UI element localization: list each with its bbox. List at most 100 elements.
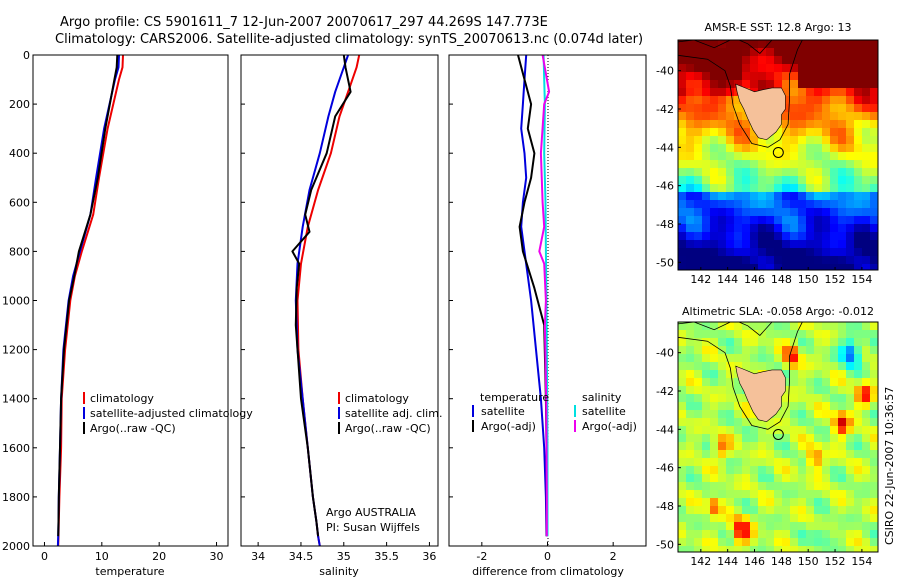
sst-cell bbox=[838, 144, 847, 153]
sst-cell bbox=[782, 144, 791, 153]
sst-cell bbox=[758, 200, 767, 209]
sst-cell bbox=[782, 88, 791, 97]
sla-cell bbox=[870, 426, 878, 435]
sla-cell bbox=[734, 450, 743, 459]
sst-xtick-label: 150 bbox=[798, 273, 819, 286]
sla-cell bbox=[726, 546, 735, 552]
temperature-series-2 bbox=[57, 55, 119, 537]
sla-cell bbox=[678, 426, 687, 435]
sla-cell bbox=[854, 330, 863, 339]
sst-cell bbox=[790, 232, 799, 241]
sla-cell bbox=[814, 354, 823, 363]
sla-cell bbox=[806, 410, 815, 419]
legend-label-sal-argo: Argo(-adj) bbox=[582, 420, 637, 433]
sla-cell bbox=[798, 498, 807, 507]
salinity-xtick-label: 34.5 bbox=[289, 550, 314, 563]
sst-cell bbox=[774, 200, 783, 209]
sst-cell bbox=[830, 168, 839, 177]
sla-cell bbox=[678, 378, 687, 387]
sst-cell bbox=[734, 72, 743, 81]
sla-cell bbox=[678, 322, 687, 331]
sst-cell bbox=[766, 48, 775, 57]
sla-cell bbox=[830, 466, 839, 475]
sla-cell bbox=[774, 522, 783, 531]
sst-cell bbox=[766, 56, 775, 65]
sla-cell bbox=[782, 370, 791, 379]
sla-cell bbox=[790, 458, 799, 467]
sla-cell bbox=[734, 498, 743, 507]
sla-cell bbox=[734, 466, 743, 475]
sst-cell bbox=[710, 208, 719, 217]
sst-cell bbox=[710, 160, 719, 169]
sla-cell bbox=[814, 338, 823, 347]
sst-cell bbox=[774, 64, 783, 73]
sla-cell bbox=[814, 546, 823, 552]
sst-cell bbox=[718, 128, 727, 137]
sla-cell bbox=[774, 458, 783, 467]
sla-cell bbox=[846, 426, 855, 435]
sst-cell bbox=[758, 48, 767, 57]
sla-cell bbox=[822, 506, 831, 515]
sst-cell bbox=[726, 56, 735, 65]
sla-cell bbox=[766, 522, 775, 531]
sst-cell bbox=[758, 168, 767, 177]
sla-cell bbox=[782, 394, 791, 403]
salinity-panel: 34 34.5 35 35.5 36 salinity climatology sate… bbox=[240, 54, 442, 578]
sla-cell bbox=[854, 450, 863, 459]
sst-cell bbox=[822, 160, 831, 169]
sla-cell bbox=[790, 490, 799, 499]
sla-cell bbox=[686, 394, 695, 403]
sst-cell bbox=[766, 232, 775, 241]
sst-cell bbox=[734, 184, 743, 193]
difference-xlabel: difference from climatology bbox=[472, 565, 624, 578]
sst-cell bbox=[790, 200, 799, 209]
sla-cell bbox=[726, 386, 735, 395]
sst-cell bbox=[734, 256, 743, 265]
sst-cell bbox=[790, 240, 799, 249]
sst-cell bbox=[710, 56, 719, 65]
sla-cell bbox=[862, 346, 871, 355]
sla-cell bbox=[686, 466, 695, 475]
sst-cell bbox=[782, 176, 791, 185]
sst-cell bbox=[806, 200, 815, 209]
sla-cell bbox=[862, 522, 871, 531]
sst-cell bbox=[710, 224, 719, 233]
sst-cell bbox=[750, 136, 759, 145]
sst-cell bbox=[862, 152, 871, 161]
sst-cell bbox=[678, 240, 687, 249]
sla-cell bbox=[726, 458, 735, 467]
sst-cell bbox=[750, 200, 759, 209]
sst-cell bbox=[862, 128, 871, 137]
sla-cell bbox=[846, 402, 855, 411]
sst-cell bbox=[830, 112, 839, 121]
legend-label-temp-satellite: satellite bbox=[481, 405, 525, 418]
sla-cell bbox=[854, 322, 863, 331]
sla-cell bbox=[790, 498, 799, 507]
sst-cell bbox=[790, 216, 799, 225]
sla-cell bbox=[726, 338, 735, 347]
sst-cell bbox=[846, 152, 855, 161]
sla-cell bbox=[822, 354, 831, 363]
sst-cell bbox=[782, 264, 791, 270]
sla-cell bbox=[718, 346, 727, 355]
sst-ytick-label: -44 bbox=[656, 141, 674, 154]
sst-cell bbox=[790, 128, 799, 137]
sst-cell bbox=[830, 256, 839, 265]
sst-cell bbox=[806, 64, 815, 73]
sst-cell bbox=[694, 232, 703, 241]
sst-ytick-label: -42 bbox=[656, 103, 674, 116]
sst-cell bbox=[814, 256, 823, 265]
sst-cell bbox=[766, 216, 775, 225]
sst-cell bbox=[854, 152, 863, 161]
sla-cell bbox=[694, 434, 703, 443]
sla-cell bbox=[870, 362, 878, 371]
sst-cell bbox=[838, 128, 847, 137]
sst-cell bbox=[822, 128, 831, 137]
sst-cell bbox=[766, 160, 775, 169]
sst-cell bbox=[710, 64, 719, 73]
sla-cell bbox=[702, 378, 711, 387]
sst-cell bbox=[742, 152, 751, 161]
sla-cell bbox=[694, 490, 703, 499]
sst-cell bbox=[790, 168, 799, 177]
sst-cell bbox=[750, 184, 759, 193]
